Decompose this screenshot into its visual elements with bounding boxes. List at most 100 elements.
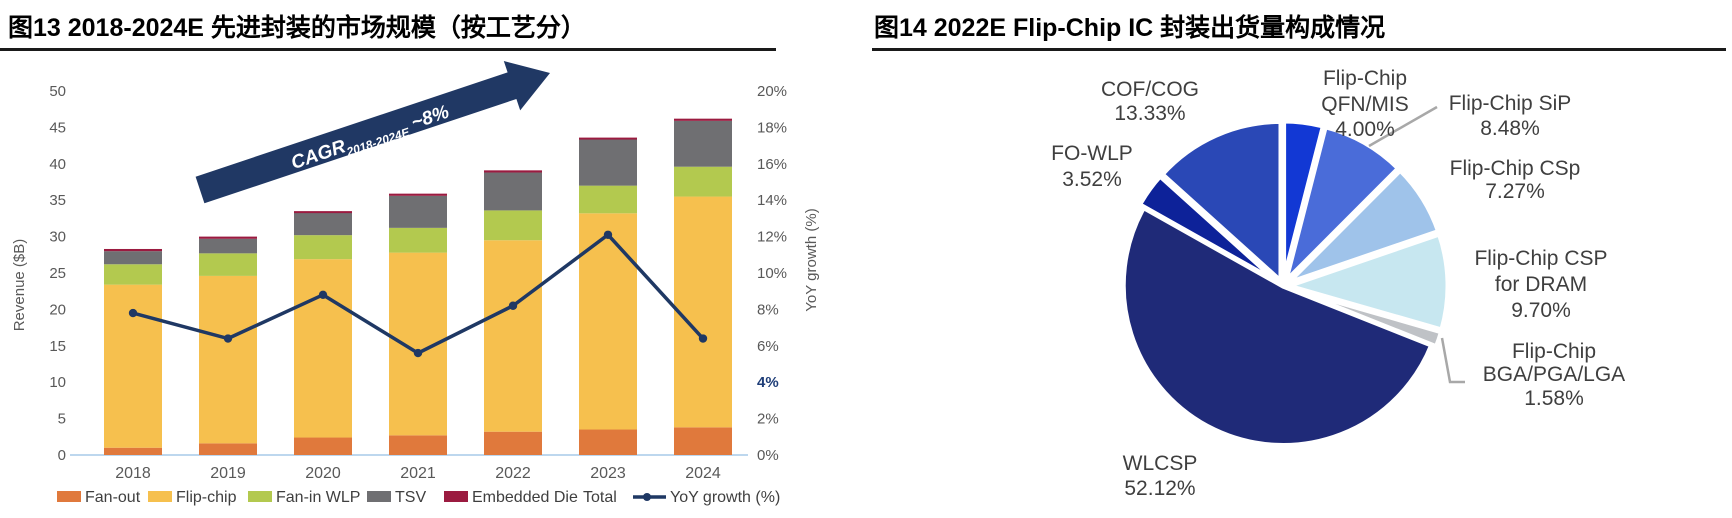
pie-leader-line <box>1368 105 1438 148</box>
pie-slice-label: 4.00% <box>1335 118 1395 141</box>
pie-slice-label: Flip-Chip CSP <box>1474 247 1607 270</box>
pie-slice-wlcsp <box>1120 204 1435 448</box>
bar-segment-flip-chip <box>484 240 542 432</box>
pie-slice-flip-chip-csp <box>1285 166 1442 286</box>
y-axis-tick-label: 40 <box>49 156 66 173</box>
y2-axis-tick-label: 0% <box>757 447 779 464</box>
y-axis-tick-label: 15 <box>49 338 66 355</box>
cagr-arrow <box>195 61 550 204</box>
y2-axis-title: YoY growth (%) <box>803 208 820 311</box>
legend-label-total: Total <box>583 489 617 506</box>
fig13-stacked-bar-line-chart: 0 5 10 15 20 25 30 35 40 45 50 0% 2% 4% 6% 8% 10% 12% 14% 1… <box>11 61 820 506</box>
fig14-title: 图14 2022E Flip-Chip IC 封装出货量构成情况 <box>874 14 1386 42</box>
bar-segment-fan-out <box>104 447 162 455</box>
y-axis-tick-label: 0 <box>58 447 66 464</box>
legend-label: Flip-chip <box>176 489 237 506</box>
pie-slice-label: 8.48% <box>1480 117 1540 140</box>
pie-slice-label: 13.33% <box>1114 102 1185 125</box>
bar-segment-fan-in-wlp <box>104 264 162 285</box>
fig13-panel: 图13 2018-2024E 先进封装的市场规模（按工艺分） 0 5 10 15 20 2… <box>0 14 820 506</box>
bar-segment-tsv <box>579 139 637 186</box>
x-axis-tick-label: 2019 <box>210 465 246 482</box>
bar-segment-embedded-die <box>199 236 257 239</box>
pie-slice-flip-chip-sip <box>1280 123 1403 290</box>
bar-segment-flip-chip <box>674 196 732 428</box>
x-axis-tick-label: 2022 <box>495 465 531 482</box>
legend-label-yoy: YoY growth (%) <box>670 489 780 506</box>
bar-segment-embedded-die <box>674 118 732 121</box>
bar-segment-tsv <box>674 120 732 167</box>
bar-segment-flip-chip <box>294 259 352 438</box>
bar-segment-fan-out <box>484 431 542 455</box>
bar-segment-embedded-die <box>579 137 637 140</box>
y2-axis-tick-label: 4% <box>757 374 779 391</box>
y2-axis-tick-label: 10% <box>757 265 787 282</box>
pie-leader-line <box>1440 337 1465 384</box>
bar-segment-fan-out <box>199 443 257 455</box>
yoy-line-marker <box>223 334 233 343</box>
fig14-title-underline <box>872 48 1726 51</box>
pie-slice-label: FO-WLP <box>1051 142 1133 165</box>
pie-slice-label: Flip-Chip <box>1512 340 1596 363</box>
y2-axis-tick-label: 14% <box>757 192 787 209</box>
bar-segment-tsv <box>389 195 447 228</box>
legend-label: Embedded Die <box>472 489 578 506</box>
pie-slice-flip-chip-csp-for-dram <box>1279 230 1451 334</box>
bar-segment-fan-in-wlp <box>294 235 352 260</box>
bar-segment-fan-in-wlp <box>389 227 447 253</box>
bar-segment-fan-out <box>389 435 447 455</box>
legend-swatch <box>248 491 272 502</box>
yoy-line-marker <box>508 301 518 310</box>
bar-segment-tsv <box>484 172 542 211</box>
pie-slice-fo-wlp <box>1136 172 1281 286</box>
pie-slice-label: QFN/MIS <box>1321 93 1409 116</box>
bar-segment-embedded-die <box>484 170 542 173</box>
yoy-line-marker <box>128 308 138 318</box>
pie-slice-label: for DRAM <box>1495 273 1587 296</box>
y2-axis-tick-label: 20% <box>757 83 787 100</box>
y2-axis-tick-label: 2% <box>757 411 779 428</box>
bar-segment-embedded-die <box>294 211 352 214</box>
bar-segment-tsv <box>294 212 352 236</box>
pie-slice-label: WLCSP <box>1123 452 1198 475</box>
y-axis-title: Revenue ($B) <box>11 239 28 332</box>
legend-label: TSV <box>395 489 426 506</box>
legend-label: Fan-out <box>85 489 141 506</box>
bar-segment-fan-in-wlp <box>579 185 637 214</box>
pie-slice-label: Flip-Chip <box>1323 67 1407 90</box>
legend-swatch <box>57 491 81 502</box>
y-axis-tick-label: 10 <box>49 374 66 391</box>
legend-yoy-marker <box>643 493 651 501</box>
y2-axis-tick-label: 8% <box>757 301 779 318</box>
x-axis-tick-label: 2023 <box>590 465 626 482</box>
legend-label: Fan-in WLP <box>276 489 360 506</box>
y-axis-tick-label: 25 <box>49 265 66 282</box>
pie-slice-label: Flip-Chip SiP <box>1449 92 1572 115</box>
y2-axis-tick-label: 16% <box>757 156 787 173</box>
bar-segment-fan-out <box>674 427 732 455</box>
y2-axis-tick-label: 12% <box>757 229 787 246</box>
y-axis-tick-label: 45 <box>49 119 66 136</box>
bar-segment-fan-in-wlp <box>674 166 732 197</box>
fig13-title: 图13 2018-2024E 先进封装的市场规模（按工艺分） <box>8 14 586 42</box>
yoy-line-marker <box>603 230 613 239</box>
yoy-line-marker <box>413 348 423 358</box>
y2-axis-tick-label: 18% <box>757 119 787 136</box>
x-axis-tick-label: 2020 <box>305 465 341 482</box>
bar-segment-tsv <box>199 238 257 254</box>
bar-segment-fan-out <box>294 437 352 455</box>
pie-slice-label: 52.12% <box>1124 477 1195 500</box>
pie-slice-label: 1.58% <box>1524 387 1584 410</box>
pie-slice-cof-cog <box>1158 118 1284 288</box>
fig13-title-underline <box>0 48 776 51</box>
bar-segment-fan-out <box>579 429 637 455</box>
legend-swatch <box>367 491 391 502</box>
yoy-line-marker <box>698 334 708 343</box>
y-axis-tick-label: 30 <box>49 229 66 246</box>
bar-segment-flip-chip <box>579 213 637 430</box>
y-axis-tick-label: 20 <box>49 301 66 318</box>
pie-slice-label: 3.52% <box>1062 168 1122 191</box>
legend-swatch <box>444 491 468 502</box>
